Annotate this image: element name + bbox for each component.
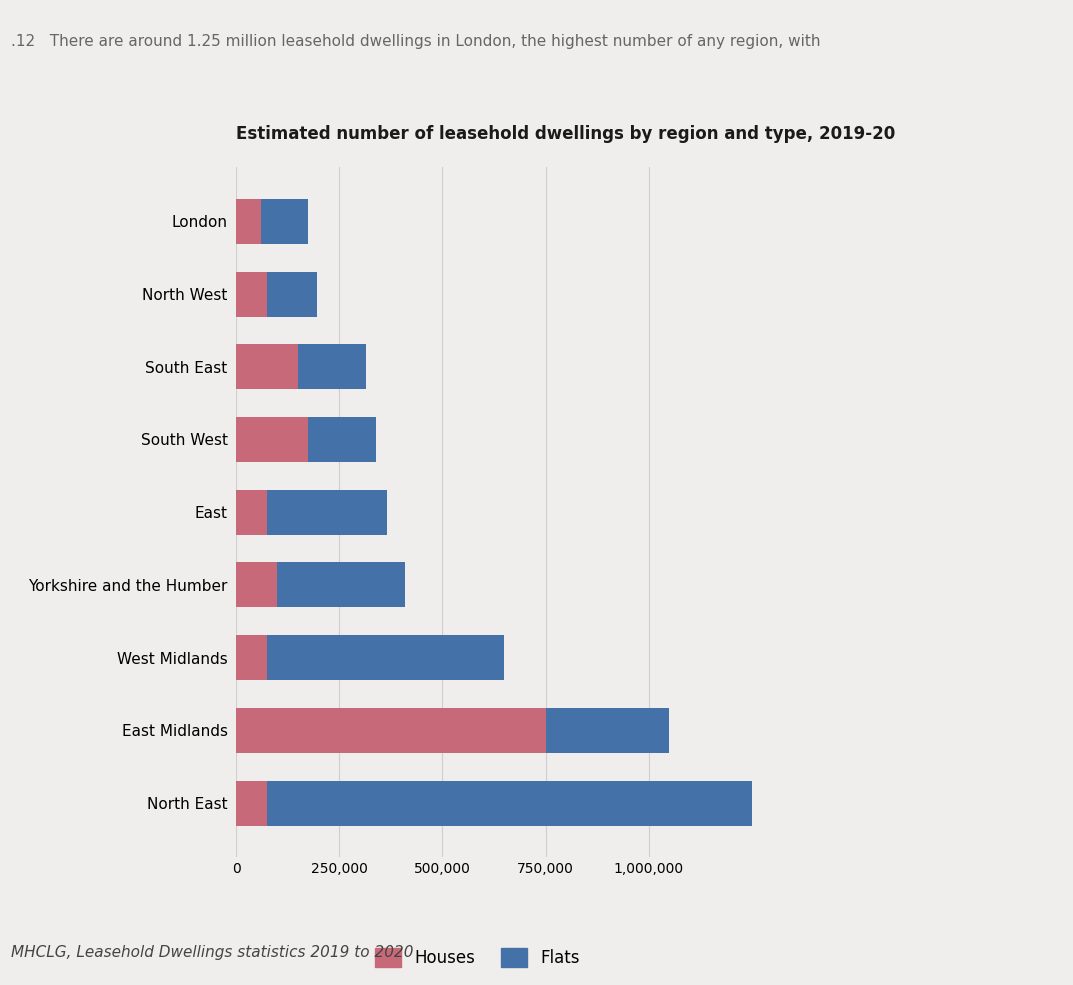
Text: Estimated number of leasehold dwellings by region and type, 2019-20: Estimated number of leasehold dwellings … bbox=[236, 125, 895, 143]
Bar bbox=[236, 417, 308, 462]
Bar bbox=[267, 635, 504, 681]
Bar bbox=[236, 344, 298, 389]
Bar bbox=[267, 490, 386, 535]
Bar bbox=[261, 199, 308, 244]
Bar bbox=[267, 780, 752, 825]
Bar bbox=[236, 199, 261, 244]
Text: MHCLG, Leasehold Dwellings statistics 2019 to 2020: MHCLG, Leasehold Dwellings statistics 20… bbox=[11, 946, 413, 960]
Bar bbox=[236, 708, 545, 753]
Text: .12   There are around 1.25 million leasehold dwellings in London, the highest n: .12 There are around 1.25 million leaseh… bbox=[11, 34, 820, 49]
Bar bbox=[308, 417, 377, 462]
Bar bbox=[277, 562, 406, 608]
Bar bbox=[236, 272, 267, 316]
Bar bbox=[236, 562, 277, 608]
Bar bbox=[236, 635, 267, 681]
Legend: Houses, Flats: Houses, Flats bbox=[374, 948, 580, 967]
Bar bbox=[545, 708, 670, 753]
Bar bbox=[236, 780, 267, 825]
Bar bbox=[267, 272, 317, 316]
Bar bbox=[236, 490, 267, 535]
Bar bbox=[298, 344, 366, 389]
